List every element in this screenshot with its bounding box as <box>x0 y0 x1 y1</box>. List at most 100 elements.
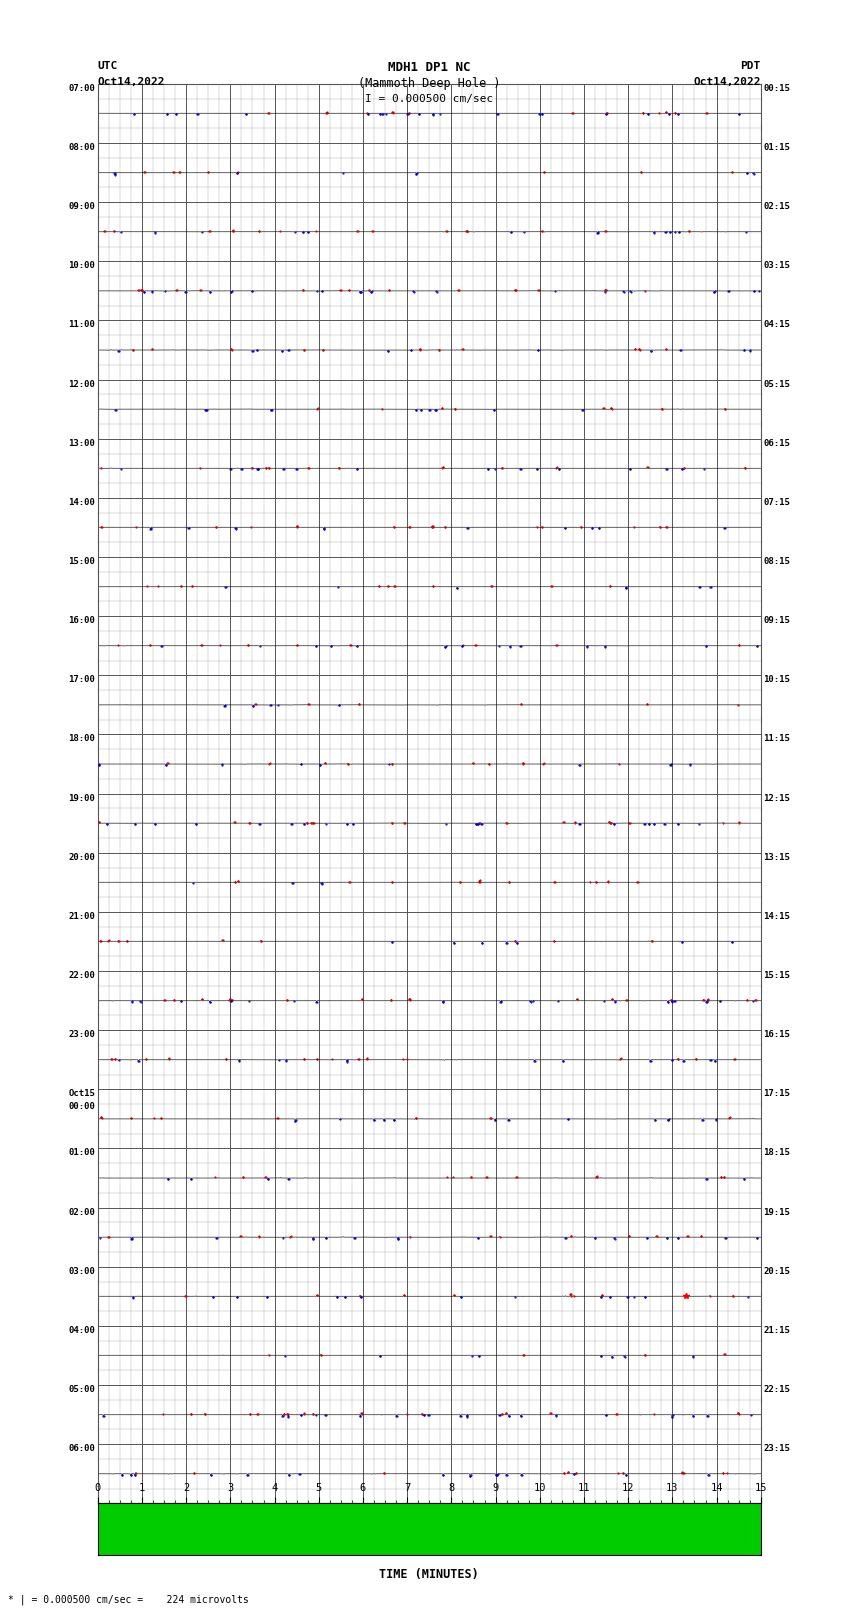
Point <box>159 752 173 777</box>
Point <box>544 1400 558 1426</box>
Point <box>683 752 697 777</box>
Point <box>409 1105 422 1131</box>
Point <box>590 1163 604 1189</box>
Point <box>632 336 646 361</box>
Point <box>231 868 245 894</box>
Point <box>158 987 172 1013</box>
Point <box>638 1342 651 1368</box>
Point <box>284 1224 298 1250</box>
Point <box>674 337 688 363</box>
Point <box>732 102 745 127</box>
Point <box>351 218 365 244</box>
Point <box>591 219 604 245</box>
Point <box>124 1105 138 1131</box>
Point <box>317 516 331 542</box>
Point <box>278 1402 292 1428</box>
Point <box>737 1166 751 1192</box>
Point <box>124 1461 138 1487</box>
Point <box>508 927 522 953</box>
Point <box>294 1403 308 1429</box>
Point <box>609 989 622 1015</box>
Point <box>653 515 666 540</box>
Point <box>427 573 440 598</box>
Point <box>746 161 760 187</box>
Point <box>381 339 394 365</box>
Point <box>473 1344 486 1369</box>
Point <box>111 337 125 363</box>
Point <box>167 160 180 185</box>
Point <box>548 869 562 895</box>
Point <box>463 1463 477 1489</box>
Point <box>709 1048 722 1074</box>
Point <box>178 279 192 305</box>
Point <box>145 337 159 363</box>
Point <box>468 632 482 658</box>
Point <box>371 573 385 598</box>
Point <box>460 1403 473 1429</box>
Point <box>614 1045 627 1071</box>
Point <box>700 1166 713 1192</box>
Point <box>516 750 530 776</box>
Point <box>719 1226 733 1252</box>
Point <box>493 1402 507 1428</box>
Point <box>567 1282 581 1308</box>
Point <box>432 337 445 363</box>
Point <box>476 931 490 957</box>
Point <box>138 160 151 185</box>
Point <box>620 987 633 1013</box>
Point <box>264 397 278 423</box>
Point <box>230 1284 243 1310</box>
Point <box>562 1107 575 1132</box>
Point <box>307 1400 320 1426</box>
Point <box>725 160 739 185</box>
Point <box>530 515 543 540</box>
Point <box>216 927 230 953</box>
Point <box>433 102 446 127</box>
Point <box>194 455 207 481</box>
Point <box>638 277 652 303</box>
Point <box>234 1223 247 1248</box>
Point <box>603 810 616 836</box>
Point <box>246 339 259 365</box>
Point <box>291 632 304 658</box>
Point <box>252 1224 265 1250</box>
Point <box>198 1400 212 1426</box>
Point <box>455 634 468 660</box>
Point <box>494 989 507 1015</box>
Point <box>660 337 673 363</box>
Point <box>707 279 721 305</box>
Point <box>350 456 364 482</box>
Point <box>360 1045 374 1071</box>
Point <box>605 986 619 1011</box>
Point <box>737 337 751 363</box>
Point <box>160 102 173 127</box>
Point <box>275 1403 289 1429</box>
Point <box>290 456 303 482</box>
Point <box>348 1226 361 1252</box>
Point <box>188 1460 201 1486</box>
Point <box>94 1224 107 1250</box>
Point <box>198 1400 212 1426</box>
Point <box>674 337 688 363</box>
Point <box>713 989 727 1015</box>
Point <box>514 692 528 718</box>
Point <box>290 513 303 539</box>
Point <box>340 811 354 837</box>
Point <box>196 219 209 245</box>
Point <box>298 337 311 363</box>
Point <box>391 1226 405 1252</box>
Text: 02:00: 02:00 <box>68 1208 95 1216</box>
Point <box>610 1402 624 1428</box>
Point <box>161 102 174 127</box>
Point <box>530 456 544 482</box>
Point <box>558 515 572 540</box>
Point <box>159 752 173 777</box>
Point <box>373 1344 387 1369</box>
Point <box>471 1224 484 1250</box>
Point <box>278 1344 292 1369</box>
Point <box>710 1107 723 1132</box>
Point <box>700 1403 714 1429</box>
Point <box>598 634 612 660</box>
Point <box>388 573 401 598</box>
Point <box>145 279 159 305</box>
